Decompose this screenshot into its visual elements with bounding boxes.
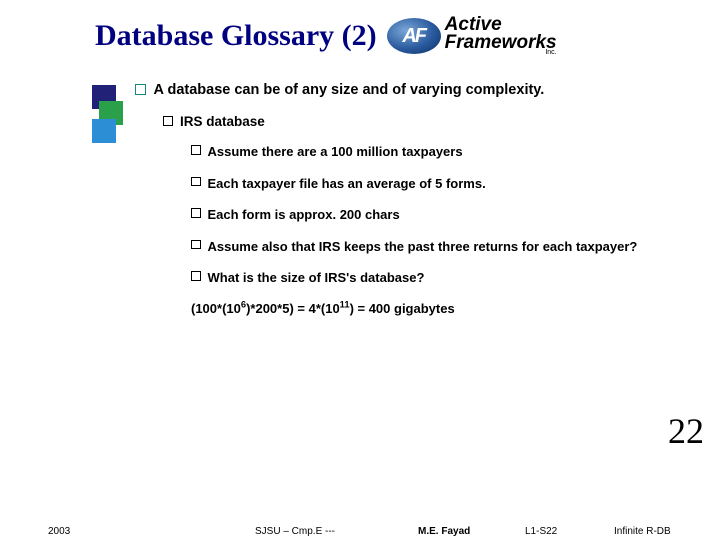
slide-number: 22 xyxy=(668,410,704,452)
slide-content: A database can be of any size and of var… xyxy=(135,82,690,316)
footer-center: SJSU – Cmp.E --- xyxy=(255,526,335,537)
bullet-box-icon xyxy=(191,208,201,218)
deco-sq-3 xyxy=(92,119,116,143)
bullet-box-icon xyxy=(191,177,201,187)
logo-oval-icon: AF xyxy=(387,18,441,54)
lvl3-text: What is the size of IRS's database? xyxy=(208,269,425,287)
bullet-box-icon xyxy=(163,116,173,126)
logo-line2: Frameworks xyxy=(445,34,557,52)
bullet-lvl3: Assume there are a 100 million taxpayers xyxy=(191,143,690,161)
footer-year: 2003 xyxy=(48,526,70,537)
footer-right: Infinite R-DB xyxy=(614,526,671,537)
calculation-line: (100*(106)*200*5) = 4*(1011) = 400 gigab… xyxy=(191,301,690,316)
bullet-lvl3: Assume also that IRS keeps the past thre… xyxy=(191,238,690,256)
footer-page: L1-S22 xyxy=(525,526,557,537)
bullet-lvl3: Each taxpayer file has an average of 5 f… xyxy=(191,175,690,193)
slide-header: Database Glossary (2) AF Active Framewor… xyxy=(0,0,720,57)
footer-author: M.E. Fayad xyxy=(418,526,470,537)
slide-title: Database Glossary (2) xyxy=(95,19,377,53)
logo-inc: Inc. xyxy=(545,50,556,57)
bullet-lvl3: Each form is approx. 200 chars xyxy=(191,206,690,224)
lvl1-text: A database can be of any size and of var… xyxy=(154,82,545,98)
bullet-box-icon xyxy=(135,84,146,95)
bullet-box-icon xyxy=(191,145,201,155)
bullet-box-icon xyxy=(191,271,201,281)
lvl3-text: Each taxpayer file has an average of 5 f… xyxy=(208,175,486,193)
decorative-squares-icon xyxy=(92,85,122,155)
bullet-lvl2: IRS database xyxy=(163,114,690,129)
bullet-lvl3: What is the size of IRS's database? xyxy=(191,269,690,287)
bullet-box-icon xyxy=(191,240,201,250)
logo-initials: AF xyxy=(402,25,425,48)
lvl2-text: IRS database xyxy=(180,114,265,129)
lvl3-text: Assume there are a 100 million taxpayers xyxy=(208,143,463,161)
lvl3-text: Assume also that IRS keeps the past thre… xyxy=(208,238,638,256)
logo-text: Active Frameworks Inc. xyxy=(445,16,557,57)
lvl3-text: Each form is approx. 200 chars xyxy=(208,206,400,224)
company-logo: AF Active Frameworks Inc. xyxy=(387,16,557,57)
bullet-lvl1: A database can be of any size and of var… xyxy=(135,82,690,98)
